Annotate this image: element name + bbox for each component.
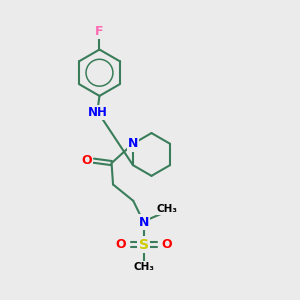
Text: O: O — [81, 154, 92, 167]
Text: NH: NH — [88, 106, 108, 119]
Text: F: F — [95, 25, 104, 38]
Text: S: S — [139, 238, 149, 251]
Text: N: N — [139, 216, 149, 229]
Text: N: N — [128, 137, 138, 150]
Text: CH₃: CH₃ — [157, 204, 178, 214]
Text: O: O — [116, 238, 126, 251]
Text: O: O — [161, 238, 172, 251]
Text: CH₃: CH₃ — [133, 262, 154, 272]
